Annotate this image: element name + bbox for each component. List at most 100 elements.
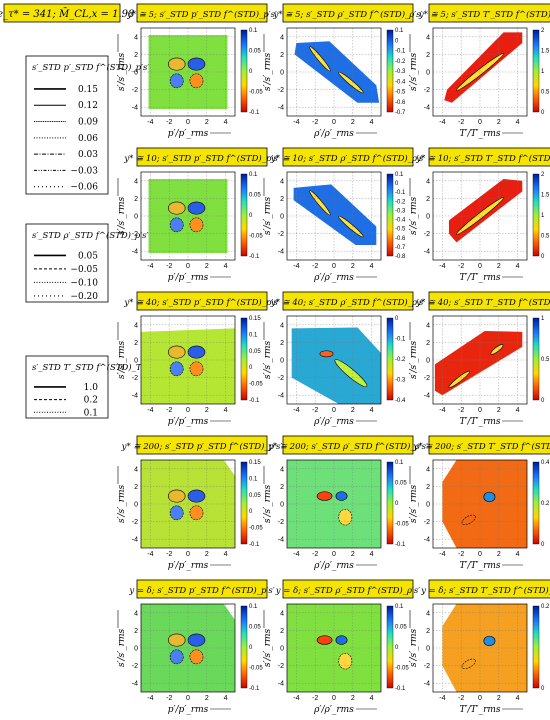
y-tick-label: -4: [424, 105, 430, 112]
contour-peak: [189, 649, 204, 665]
y-tick-label: -4: [278, 681, 284, 688]
legend-value: 0.15: [78, 85, 98, 95]
y-tick-label: 4: [426, 322, 430, 329]
field-region: [141, 328, 235, 404]
colorbar-tick-label: -0.2: [395, 59, 406, 65]
x-tick-label: -4: [293, 551, 299, 558]
legend-3: s′_STD T′_STD f^(STD)_T′s′ 1.0 0.2 0.1: [25, 355, 150, 419]
colorbar-tick-label: -0.1: [395, 190, 406, 196]
legend-value: 1.0: [84, 383, 99, 393]
x-tick-label: 0: [186, 695, 190, 702]
legend-value: 0.05: [78, 251, 98, 261]
contour-peak: [169, 505, 184, 521]
y-axis-label: s′/s′_rms: [409, 196, 419, 235]
y-tick-label: 0: [426, 502, 430, 509]
x-axis-label: ρ′/ρ′_rms: [313, 705, 354, 715]
y-tick-label: -4: [424, 393, 430, 400]
panel-title-quantity: s′_STD p′_STD f^(STD)_p′s′: [162, 153, 279, 164]
panel-title-location: y* ≅ 5;: [418, 10, 452, 20]
colorbar: [386, 605, 394, 689]
x-tick-label: -4: [293, 407, 299, 414]
y-tick-label: -2: [424, 231, 430, 238]
x-tick-label: 0: [332, 695, 336, 702]
colorbar-tick-label: 0: [541, 254, 545, 260]
x-tick-label: -4: [439, 407, 445, 414]
x-tick-label: -4: [293, 119, 299, 126]
x-axis-label: ρ′/ρ′_rms: [313, 129, 354, 139]
x-axis-label: T′/T′_rms: [459, 129, 500, 139]
colorbar-tick-label: 2: [541, 28, 545, 34]
colorbar-tick-label: -0.5: [395, 227, 406, 233]
x-tick-label: -2: [312, 551, 318, 558]
y-tick-label: -4: [132, 105, 138, 112]
y-tick-label: 2: [280, 628, 284, 635]
colorbar-tick-label: -0.2: [395, 199, 406, 205]
colorbar-tick-label: -0.1: [249, 686, 260, 692]
panel-frame: [286, 603, 382, 693]
panel-title-location: y* ≅ 10;: [123, 154, 162, 164]
x-tick-label: -4: [439, 551, 445, 558]
contour-peak: [483, 635, 496, 647]
colorbar-tick-label: 0: [395, 645, 399, 651]
colorbar-tick-label: -0.05: [395, 522, 409, 528]
contour-peak: [335, 491, 348, 501]
y-tick-label: 4: [134, 610, 138, 617]
colorbar-tick-label: 0.1: [249, 332, 258, 338]
colorbar-tick-label: -0.1: [249, 398, 260, 404]
colorbar-tick-label: 0.1: [249, 476, 258, 482]
colorbar-tick-label: -0.2: [395, 357, 406, 363]
legend-2: s′_STD ρ′_STD f^(STD)_ρ′s′ 0.05 −0.05 −0.10…: [25, 223, 148, 303]
colorbar: [386, 29, 394, 113]
y-tick-label: 4: [280, 610, 284, 617]
colorbar-tick-label: 0: [249, 509, 253, 515]
panel-title-quantity: s′_STD ρ′_STD f^(STD)_ρ′s′: [309, 297, 425, 308]
panel-r3-c1: y* ≅ 40; s′_STD p′_STD f^(STD)_p′s′ -4 -2 0…: [117, 291, 280, 427]
panel-title-location: y = δ;: [275, 586, 304, 596]
x-tick-label: 4: [370, 263, 374, 270]
legend-value: −0.05: [70, 265, 98, 275]
panel-title-box: [136, 3, 268, 23]
panel-title-location: y* ≅ 40;: [415, 298, 454, 308]
y-tick-label: 2: [280, 484, 284, 491]
y-tick-label: 0: [134, 646, 138, 653]
x-axis-label: T′/T′_rms: [459, 561, 500, 571]
x-tick-label: 4: [224, 407, 228, 414]
y-tick-label: 4: [426, 34, 430, 41]
y-tick-label: 0: [280, 646, 284, 653]
colorbar-tick-label: -0.1: [249, 110, 260, 116]
x-tick-label: 0: [186, 263, 190, 270]
y-tick-label: -2: [424, 375, 430, 382]
colorbar-tick-label: 0.2: [541, 501, 550, 507]
colorbar-tick-label: -0.1: [395, 686, 406, 692]
y-tick-label: -2: [132, 375, 138, 382]
panel-r4-c3: y* ≅ 200; s′_STD T′_STD f^(STD)_T′s′ -4 -2…: [409, 435, 550, 571]
panel-title-box: [282, 579, 414, 599]
colorbar-tick-label: 1: [541, 213, 545, 219]
x-axis-label: p′/p′_rms: [168, 561, 209, 571]
y-tick-label: 0: [426, 70, 430, 77]
y-tick-label: 0: [134, 502, 138, 509]
y-tick-label: 0: [426, 358, 430, 365]
colorbar-tick-label: -0.05: [249, 382, 263, 388]
x-tick-label: -4: [293, 263, 299, 270]
x-tick-label: 0: [332, 551, 336, 558]
y-tick-label: -2: [278, 375, 284, 382]
case-label-text: Re_τ* = 341; M̄_CL,x = 1.98: [0, 8, 134, 20]
colorbar-tick-label: -0.1: [395, 49, 406, 55]
x-axis-label: p′/p′_rms: [168, 417, 209, 427]
panel-title-location: y = δ;: [128, 586, 157, 596]
x-tick-label: 4: [224, 263, 228, 270]
colorbar-tick-label: 0: [395, 181, 399, 187]
y-tick-label: -2: [132, 87, 138, 94]
contour-peak: [335, 635, 348, 645]
panel-r1-c2: y* ≅ 5; s′_STD ρ′_STD f^(STD)_ρ′s′ -4 -2 0 2…: [263, 3, 423, 139]
y-tick-label: 2: [280, 52, 284, 59]
contour-peak: [189, 361, 204, 377]
colorbar-tick-label: -0.1: [395, 337, 406, 343]
x-tick-label: -2: [166, 551, 172, 558]
colorbar: [532, 29, 540, 113]
panel-title-location: y* ≅ 200;: [267, 442, 311, 452]
legend-1: s′_STD p′_STD f^(STD)_p′s′ 0.15 0.12 0.09 0.…: [25, 55, 149, 195]
x-tick-label: 2: [351, 119, 355, 126]
